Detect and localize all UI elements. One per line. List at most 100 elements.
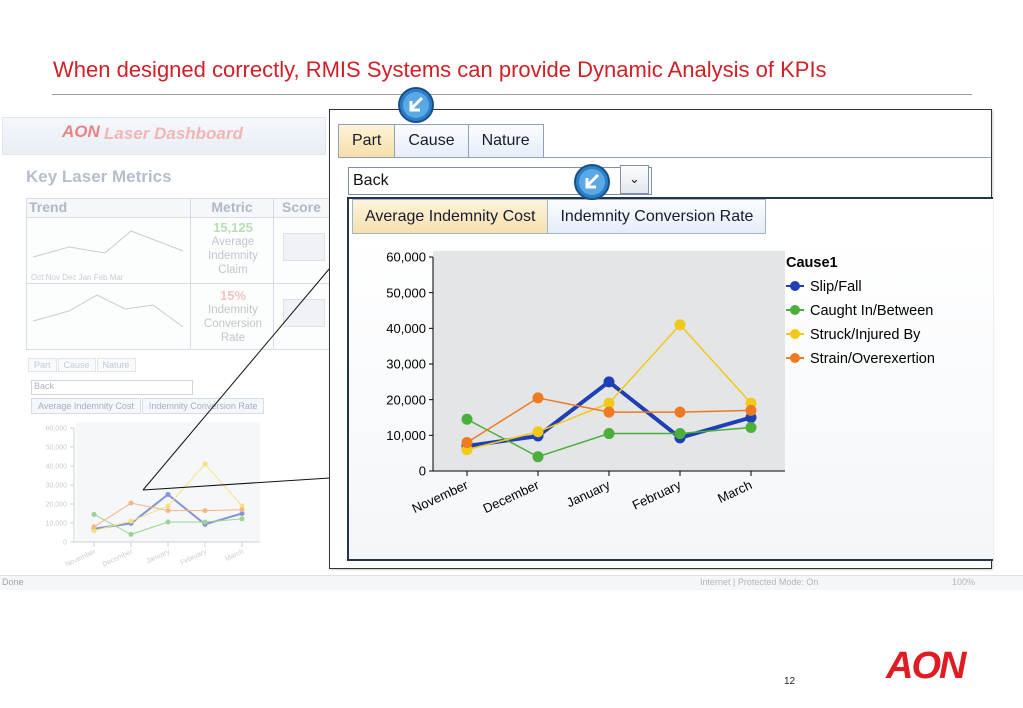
status-zone: Internet | Protected Mode: On xyxy=(700,577,819,587)
x-tick-label: December xyxy=(481,477,542,516)
legend-swatch-dot xyxy=(790,353,800,363)
legend-title: Cause1 xyxy=(786,255,838,271)
x-tick-label: February xyxy=(630,477,684,513)
data-point xyxy=(532,451,544,463)
mini-tab-nature[interactable]: Nature xyxy=(96,358,136,372)
y-tick-label: 20,000 xyxy=(46,502,68,509)
status-zoom[interactable]: 100% xyxy=(952,577,976,587)
data-point xyxy=(128,531,134,537)
data-point xyxy=(202,461,208,467)
data-point xyxy=(239,516,245,522)
tabbar-divider xyxy=(338,157,991,158)
data-point xyxy=(91,528,97,534)
tab-part[interactable]: Part xyxy=(338,124,396,157)
data-point xyxy=(461,436,473,448)
header-score: Score xyxy=(274,199,337,218)
data-point xyxy=(674,406,686,418)
data-point xyxy=(532,392,544,404)
data-point xyxy=(603,376,615,388)
tab-cause[interactable]: Cause xyxy=(394,124,469,157)
tab-nature[interactable]: Nature xyxy=(467,124,544,157)
slide-title: When designed correctly, RMIS Systems ca… xyxy=(53,57,827,82)
x-tick-label: March xyxy=(715,477,754,506)
data-point xyxy=(745,404,757,416)
mini-tab-part[interactable]: Part xyxy=(28,358,57,372)
dashboard-app-name: Laser Dashboard xyxy=(104,124,243,143)
mini-chart: 0 10,000 20,000 30,000 40,000 50,000 60,000 Nov… xyxy=(46,422,260,568)
drilldown-arrow-icon[interactable] xyxy=(573,163,611,201)
score-gauge xyxy=(283,299,325,327)
data-point xyxy=(165,492,171,497)
table-divider xyxy=(190,199,191,349)
data-point xyxy=(165,503,171,509)
y-tick-label: 50,000 xyxy=(46,445,68,452)
data-point xyxy=(745,421,757,433)
x-tick-label: November xyxy=(410,477,471,516)
header-trend: Trend xyxy=(27,199,192,218)
y-tick-label: 10,000 xyxy=(386,428,426,443)
mini-tab-cause[interactable]: Cause xyxy=(57,358,96,372)
x-tick-label: November xyxy=(65,548,98,568)
chart-container: Average Indemnity Cost Indemnity Convers… xyxy=(347,197,993,561)
metric-subtabs: Average Indemnity Cost Indemnity Convers… xyxy=(352,199,767,234)
page-number: 12 xyxy=(784,676,796,687)
metric-average-indemnity: 15,125 Average Indemnity Claim xyxy=(193,221,273,277)
mini-select[interactable]: Back xyxy=(31,380,193,395)
data-point xyxy=(603,406,615,418)
legend-entry: Caught In/Between xyxy=(810,303,933,319)
metric-label: Average Indemnity Claim xyxy=(208,236,258,276)
legend-swatch-dot xyxy=(790,329,800,339)
data-point xyxy=(603,397,615,409)
data-point xyxy=(532,426,544,438)
metric-label: Indemnity Conversion Rate xyxy=(203,304,263,344)
data-point xyxy=(91,511,97,517)
x-tick-label: March xyxy=(224,548,245,563)
data-point xyxy=(239,507,245,513)
y-tick-label: 40,000 xyxy=(386,321,426,336)
data-point xyxy=(674,319,686,331)
aon-logo: AON xyxy=(886,645,966,687)
subtab-indemnity-conversion-rate[interactable]: Indemnity Conversion Rate xyxy=(547,199,767,234)
data-point xyxy=(239,511,245,516)
y-tick-label: 10,000 xyxy=(46,521,68,528)
metric-value: 15% xyxy=(219,288,247,303)
dashboard-logo: AON xyxy=(62,122,100,141)
x-tick-label: January xyxy=(564,477,613,510)
y-tick-label: 30,000 xyxy=(386,357,426,372)
metric-value: 15,125 xyxy=(213,220,253,235)
data-point xyxy=(674,428,686,440)
mini-subtab-conversion[interactable]: Indemnity Conversion Rate xyxy=(141,398,265,414)
data-point xyxy=(202,519,208,525)
y-tick-label: 60,000 xyxy=(386,250,426,265)
chevron-down-icon[interactable]: ⌄ xyxy=(620,165,649,194)
drilldown-arrow-icon[interactable] xyxy=(397,86,435,124)
y-tick-label: 60,000 xyxy=(46,426,68,433)
data-point xyxy=(461,413,473,425)
y-tick-label: 20,000 xyxy=(386,392,426,407)
data-point xyxy=(165,519,171,525)
data-point xyxy=(202,508,208,514)
legend-entry: Struck/Injured By xyxy=(810,327,921,343)
line-chart: 0 10,000 20,000 30,000 40,000 50,000 60,000 Nov… xyxy=(386,250,935,516)
x-tick-label: February xyxy=(179,548,208,566)
y-tick-label: 50,000 xyxy=(386,285,426,300)
y-tick-label: 0 xyxy=(419,464,426,479)
subtab-average-indemnity-cost[interactable]: Average Indemnity Cost xyxy=(352,199,549,234)
x-tick-label: December xyxy=(102,548,135,568)
legend-entry: Slip/Fall xyxy=(810,279,862,295)
chart-area: 0 10,000 20,000 30,000 40,000 50,000 60,000 Nov… xyxy=(349,235,993,559)
mini-subtab-avg-cost[interactable]: Average Indemnity Cost xyxy=(31,398,141,414)
table-divider xyxy=(273,199,274,349)
mini-subtabs: Average Indemnity Cost Indemnity Conversi… xyxy=(31,398,265,414)
trend-sparkline-1 xyxy=(33,230,183,258)
trend-sparkline-2 xyxy=(33,294,183,328)
category-tabbar: Part Cause Nature xyxy=(338,124,544,158)
trend-months: Oct Nov Dec Jan Feb Mar xyxy=(31,273,124,282)
y-tick-label: 40,000 xyxy=(46,464,68,471)
metric-conversion-rate: 15% Indemnity Conversion Rate xyxy=(193,289,273,345)
mini-tabbar: Part Cause Nature xyxy=(28,358,137,374)
x-tick-label: January xyxy=(145,548,171,565)
data-point xyxy=(91,524,97,530)
zoomed-chart-panel: Part Cause Nature Back ⌄ Average Indemni… xyxy=(329,109,993,569)
legend-entry: Strain/Overexertion xyxy=(810,351,935,367)
